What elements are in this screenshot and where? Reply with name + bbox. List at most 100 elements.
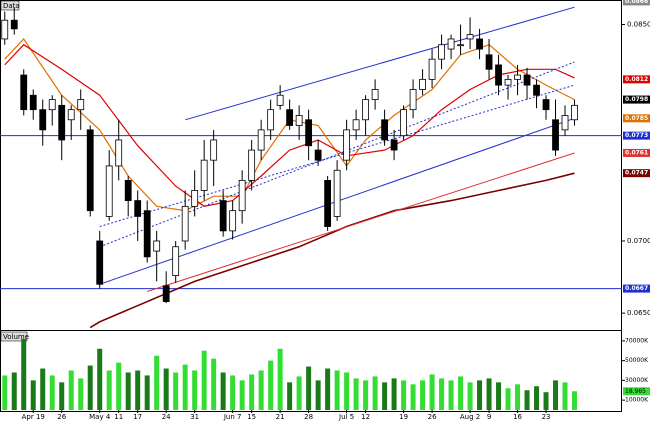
volume-bar	[249, 374, 255, 410]
candle-body	[10, 19, 18, 30]
price-label: 0.0773	[625, 132, 648, 139]
volume-bar	[306, 366, 312, 410]
volume-y-tick-label: 10000K	[625, 397, 649, 404]
y-tick-label: 0.0850	[627, 21, 650, 29]
candle-body	[457, 44, 464, 47]
volume-bar	[258, 370, 264, 410]
candle-body	[115, 139, 123, 167]
frame	[0, 0, 622, 412]
candle-body	[390, 139, 398, 151]
candle-body	[400, 109, 407, 137]
volume-label-box	[623, 387, 650, 396]
volume-bar	[458, 376, 464, 410]
candle-body	[476, 38, 483, 50]
candle-body	[39, 109, 47, 131]
candle-body	[305, 119, 313, 147]
volume-bar	[315, 380, 321, 410]
price-label-box	[623, 131, 650, 140]
candle-body	[96, 240, 104, 285]
x-tick-label: Jul 5	[338, 413, 354, 421]
volume-bar	[543, 392, 549, 410]
candle-body	[286, 109, 294, 126]
x-tick-label: 24	[162, 413, 171, 421]
candle-body	[314, 149, 322, 161]
volume-bar	[448, 380, 454, 410]
volume-bar	[116, 362, 122, 410]
candle-body	[571, 104, 578, 121]
price-label: 0.0785	[625, 115, 648, 122]
candle-body	[248, 149, 256, 181]
volume-bar	[477, 380, 483, 410]
volume-bar	[154, 355, 160, 410]
candle-body	[542, 99, 550, 111]
volume-y-tick-label: 30000K	[625, 377, 649, 384]
volume-bar	[515, 384, 521, 410]
x-tick-label: May 4	[89, 413, 111, 421]
candle-body	[333, 169, 341, 217]
volume-bar	[334, 370, 340, 410]
chart-title: Data	[3, 2, 20, 10]
volume-bar	[192, 370, 198, 410]
price-label-box	[623, 0, 650, 6]
price-label-box	[623, 148, 650, 157]
candle-body	[381, 119, 388, 141]
volume-bar	[486, 378, 492, 410]
x-tick-label: 23	[542, 413, 551, 421]
candle-body	[352, 119, 360, 131]
volume-y-tick-label: 70000K	[625, 337, 649, 344]
volume-bar	[420, 380, 426, 410]
volume-bar	[429, 374, 435, 410]
candle-body	[219, 200, 227, 232]
overlay-line	[99, 84, 575, 227]
candle-body	[105, 165, 113, 217]
overlay-line	[99, 61, 575, 248]
volume-bar	[201, 350, 207, 410]
volume-bar	[173, 372, 179, 410]
y-tick-label: 0.0650	[627, 309, 650, 317]
volume-label: 18,965	[625, 388, 646, 395]
volume-bar	[135, 370, 141, 410]
volume-bar	[439, 378, 445, 410]
x-tick-label: 31	[190, 413, 199, 421]
volume-bar	[401, 380, 407, 410]
candle-body	[200, 159, 208, 191]
x-tick-label: 9	[487, 413, 491, 421]
candle-body	[466, 34, 474, 40]
x-tick-label: 16	[513, 413, 522, 421]
volume-bar	[211, 358, 217, 410]
x-tick-label: Aug 2	[460, 413, 480, 421]
volume-bar	[391, 378, 397, 410]
candle-body	[124, 179, 132, 201]
x-tick-label: 12	[361, 413, 370, 421]
x-tick-label: Jun 7	[223, 413, 242, 421]
price-label: 0.0761	[625, 149, 648, 156]
price-label: 0.0866	[625, 0, 648, 5]
overlay-line	[147, 152, 575, 292]
volume-bar	[287, 382, 293, 410]
candle-body	[447, 38, 455, 50]
candle-body	[58, 104, 66, 141]
title-box	[0, 0, 20, 11]
candle-body	[495, 64, 502, 86]
candle-body	[29, 94, 37, 111]
volume-bar	[78, 378, 84, 410]
volume-bar	[163, 368, 169, 410]
volume-bar	[59, 382, 65, 410]
candle-body	[419, 78, 426, 90]
volume-bar	[325, 368, 331, 410]
volume-bar	[277, 348, 283, 410]
x-tick-label: 26	[57, 413, 66, 421]
volume-bar	[30, 380, 36, 410]
volume-bar	[21, 338, 27, 410]
x-tick-label: 17	[133, 413, 142, 421]
overlay-line	[89, 172, 575, 329]
candle-body	[267, 109, 275, 131]
volume-bar	[524, 390, 530, 410]
price-label: 0.0667	[625, 285, 648, 292]
candle-body	[143, 210, 151, 258]
candle-body	[257, 129, 265, 151]
volume-bar	[382, 382, 388, 410]
candle-body	[324, 179, 332, 227]
price-label-box	[623, 284, 650, 293]
candle-body	[533, 84, 540, 96]
